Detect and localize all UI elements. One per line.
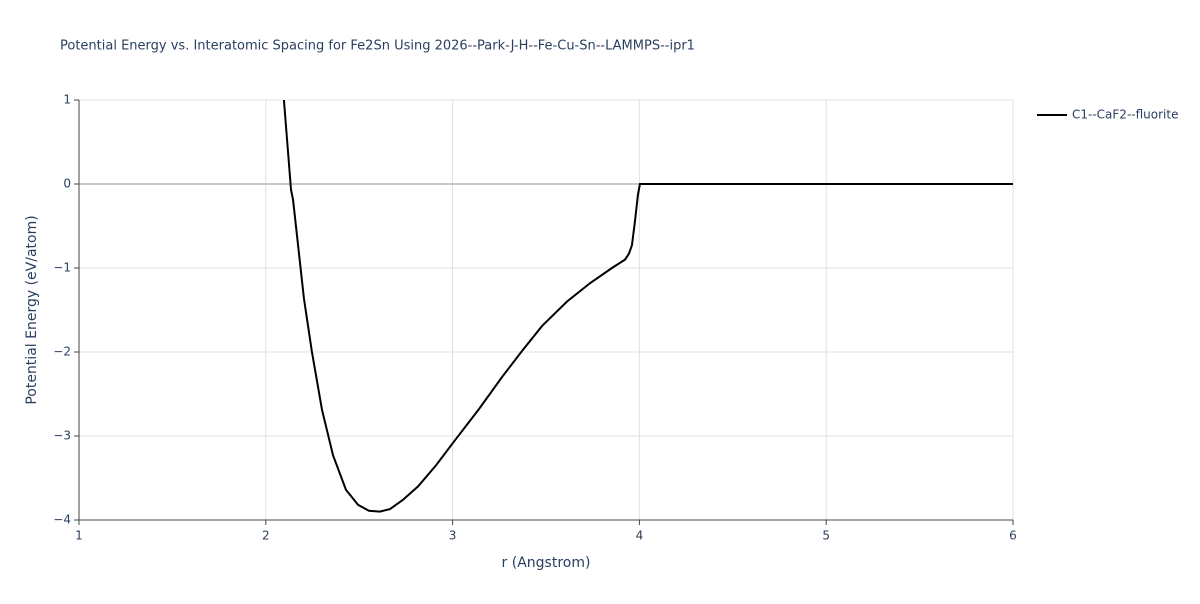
x-tick-label: 5 xyxy=(822,529,830,543)
x-tick-label: 6 xyxy=(1009,529,1017,543)
x-tick-label: 3 xyxy=(449,529,457,543)
y-tick-label: −3 xyxy=(53,429,71,443)
y-axis-title: Potential Energy (eV/atom) xyxy=(24,215,40,404)
y-tick-label: −4 xyxy=(53,513,71,527)
y-tick-label: 1 xyxy=(63,93,71,107)
legend-label: C1--CaF2--fluorite xyxy=(1072,108,1178,122)
x-tick-label: 4 xyxy=(636,529,644,543)
x-tick-label: 1 xyxy=(75,529,83,543)
y-tick-label: 0 xyxy=(63,177,71,191)
y-tick-label: −1 xyxy=(53,261,71,275)
y-tick-label: −2 xyxy=(53,345,71,359)
line-series xyxy=(282,100,1013,513)
chart-title: Potential Energy vs. Interatomic Spacing… xyxy=(60,39,695,54)
x-tick-label: 2 xyxy=(262,529,270,543)
x-axis-title: r (Angstrom) xyxy=(502,555,591,571)
